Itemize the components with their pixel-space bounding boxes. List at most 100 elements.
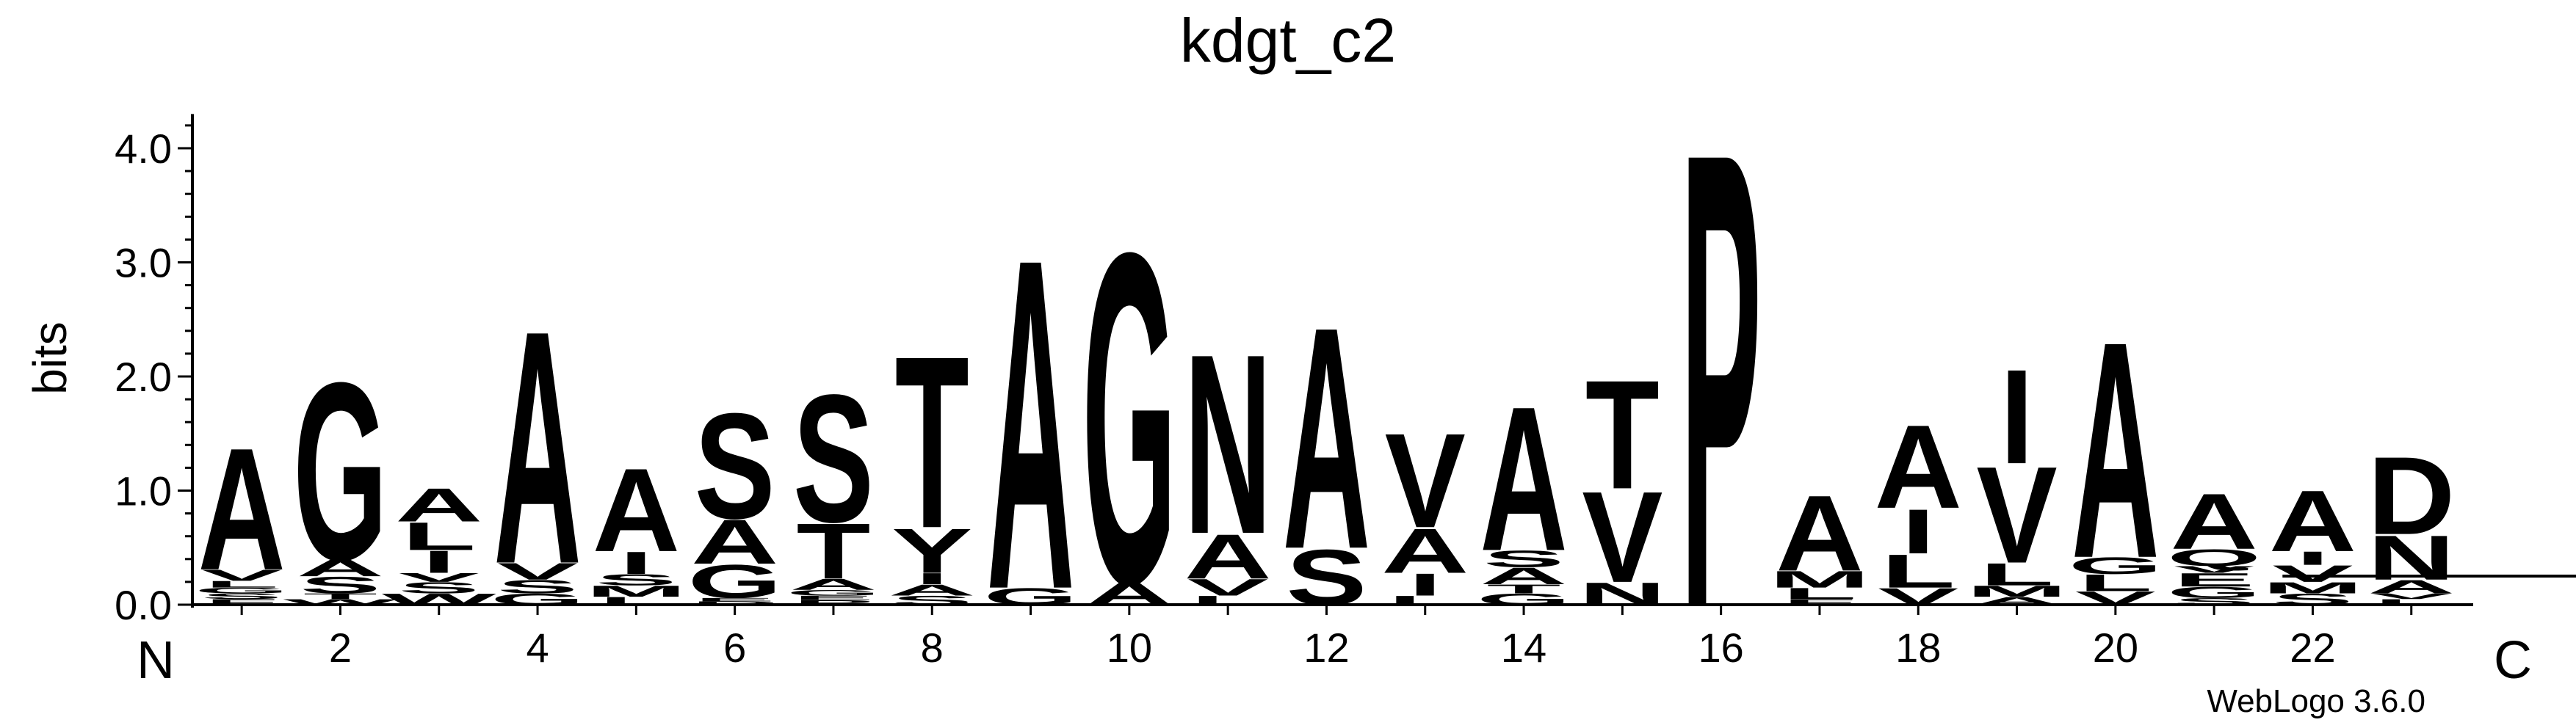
logo-column: SA bbox=[1283, 262, 1370, 622]
x-tick-label: 16 bbox=[1698, 625, 1744, 671]
logo-letter-I: I bbox=[422, 544, 456, 579]
x-tick-label: 10 bbox=[1107, 625, 1152, 671]
logo-letter-T: T bbox=[1585, 349, 1660, 522]
logo-letter-G: G bbox=[491, 590, 585, 608]
logo-letter-V: V bbox=[497, 558, 578, 585]
logo-letter-T: T bbox=[895, 305, 969, 579]
logo-letter-A: A bbox=[789, 575, 877, 593]
logo-letter-N: N bbox=[1579, 576, 1666, 611]
logo-letter-F: F bbox=[1783, 597, 1857, 606]
logo-letter-S: S bbox=[891, 593, 972, 607]
logo-letter-I: I bbox=[2296, 547, 2330, 569]
logo-letter-G: G bbox=[786, 589, 880, 597]
logo-column: NVT bbox=[1579, 349, 1666, 612]
logo-letter-A: A bbox=[2269, 473, 2356, 569]
logo-letter-T: T bbox=[1487, 582, 1561, 596]
logo-column: AG bbox=[1082, 155, 1176, 682]
logo-letter-I: I bbox=[1408, 567, 1442, 603]
logo-letter-V: V bbox=[1976, 439, 2057, 592]
logo-letter-A: A bbox=[2072, 277, 2159, 622]
x-tick-label: 22 bbox=[2290, 625, 2335, 671]
logo-letter-L: L bbox=[2374, 597, 2448, 606]
y-tick-label: 3.0 bbox=[115, 240, 172, 286]
chart-title: kdgt_c2 bbox=[1180, 6, 1396, 75]
logo-letter-A: A bbox=[593, 443, 680, 576]
logo-letter-G: G bbox=[1477, 590, 1571, 608]
logo-letter-G: G bbox=[687, 555, 781, 608]
logo-letter-S: S bbox=[497, 576, 578, 597]
logo-letter-L: L bbox=[1881, 545, 1955, 598]
logo-letter-A: A bbox=[297, 555, 384, 581]
logo-letter-L: L bbox=[205, 579, 279, 589]
logo-letter-A: A bbox=[493, 262, 581, 633]
logo-letter-G: G bbox=[2167, 583, 2261, 601]
weblogo-credit: WebLogo 3.6.0 bbox=[2207, 683, 2425, 719]
logo-letter-Y: Y bbox=[891, 515, 972, 586]
logo-column: GA bbox=[983, 160, 1077, 688]
logo-letter-S: S bbox=[1286, 533, 1367, 622]
logo-letter-V: V bbox=[1582, 465, 1663, 611]
logo-letter-A: A bbox=[1973, 594, 2061, 607]
logo-letter-L: L bbox=[2078, 569, 2152, 596]
logo-letter-A: A bbox=[2171, 477, 2258, 566]
x-tick-label: 14 bbox=[1501, 625, 1546, 671]
logo-letter-A: A bbox=[1283, 262, 1370, 616]
y-tick-label: 1.0 bbox=[115, 468, 172, 514]
logo-letter-D: D bbox=[691, 600, 778, 605]
logo-letter-A: A bbox=[1776, 474, 1863, 594]
logo-letter-M: M bbox=[1967, 582, 2068, 600]
logo-letter-A: A bbox=[1480, 563, 1567, 589]
logo-letter-A: A bbox=[1480, 363, 1567, 594]
logo-letter-M: M bbox=[1769, 567, 1870, 593]
logo-letter-A: A bbox=[889, 581, 976, 599]
y-tick-label: 0.0 bbox=[115, 582, 172, 628]
c-terminal-label: C bbox=[2494, 631, 2532, 690]
y-axis-label: bits bbox=[23, 321, 76, 395]
x-tick-label: 18 bbox=[1895, 625, 1941, 671]
logo-letter-V: V bbox=[2272, 561, 2353, 587]
logo-letter-V: V bbox=[1385, 406, 1466, 556]
logo-letter-P: P bbox=[793, 599, 874, 606]
x-tick-label: 2 bbox=[329, 625, 352, 671]
logo-letter-I: I bbox=[1901, 496, 1935, 567]
n-terminal-label: N bbox=[137, 631, 175, 690]
logo-letter-N: N bbox=[1184, 300, 1272, 587]
logo-letter-L: L bbox=[402, 514, 476, 558]
logo-letter-G: G bbox=[2069, 553, 2163, 579]
logo-letter-V: V bbox=[1187, 574, 1268, 600]
logo-letter-S: S bbox=[300, 572, 380, 598]
x-tick-label: 8 bbox=[921, 625, 944, 671]
x-tick-label: 12 bbox=[1303, 625, 1349, 671]
logo-letter-S: S bbox=[2272, 590, 2353, 608]
logo-letter-V: V bbox=[399, 570, 480, 584]
logo-column: P bbox=[1681, 16, 1762, 728]
logo-letter-F: F bbox=[205, 597, 279, 606]
logo-letter-L: L bbox=[1980, 557, 2054, 592]
logo-letter-G: G bbox=[1082, 155, 1176, 682]
logo-letter-S: S bbox=[201, 592, 282, 600]
logo-letter-L: L bbox=[599, 594, 673, 607]
logo-letter-E: E bbox=[2174, 569, 2254, 591]
logo-letter-L: L bbox=[1191, 593, 1265, 607]
logo-letter-V: V bbox=[2371, 592, 2452, 600]
logo-letter-W: W bbox=[382, 590, 497, 608]
logo-letter-T: T bbox=[797, 507, 871, 596]
logo-letter-I: I bbox=[915, 569, 949, 587]
logo-letter-V: V bbox=[2174, 564, 2254, 575]
logo-letter-A: A bbox=[1184, 521, 1272, 592]
logo-letter-T: T bbox=[303, 592, 377, 600]
logo-letter-V: V bbox=[1878, 583, 1958, 610]
